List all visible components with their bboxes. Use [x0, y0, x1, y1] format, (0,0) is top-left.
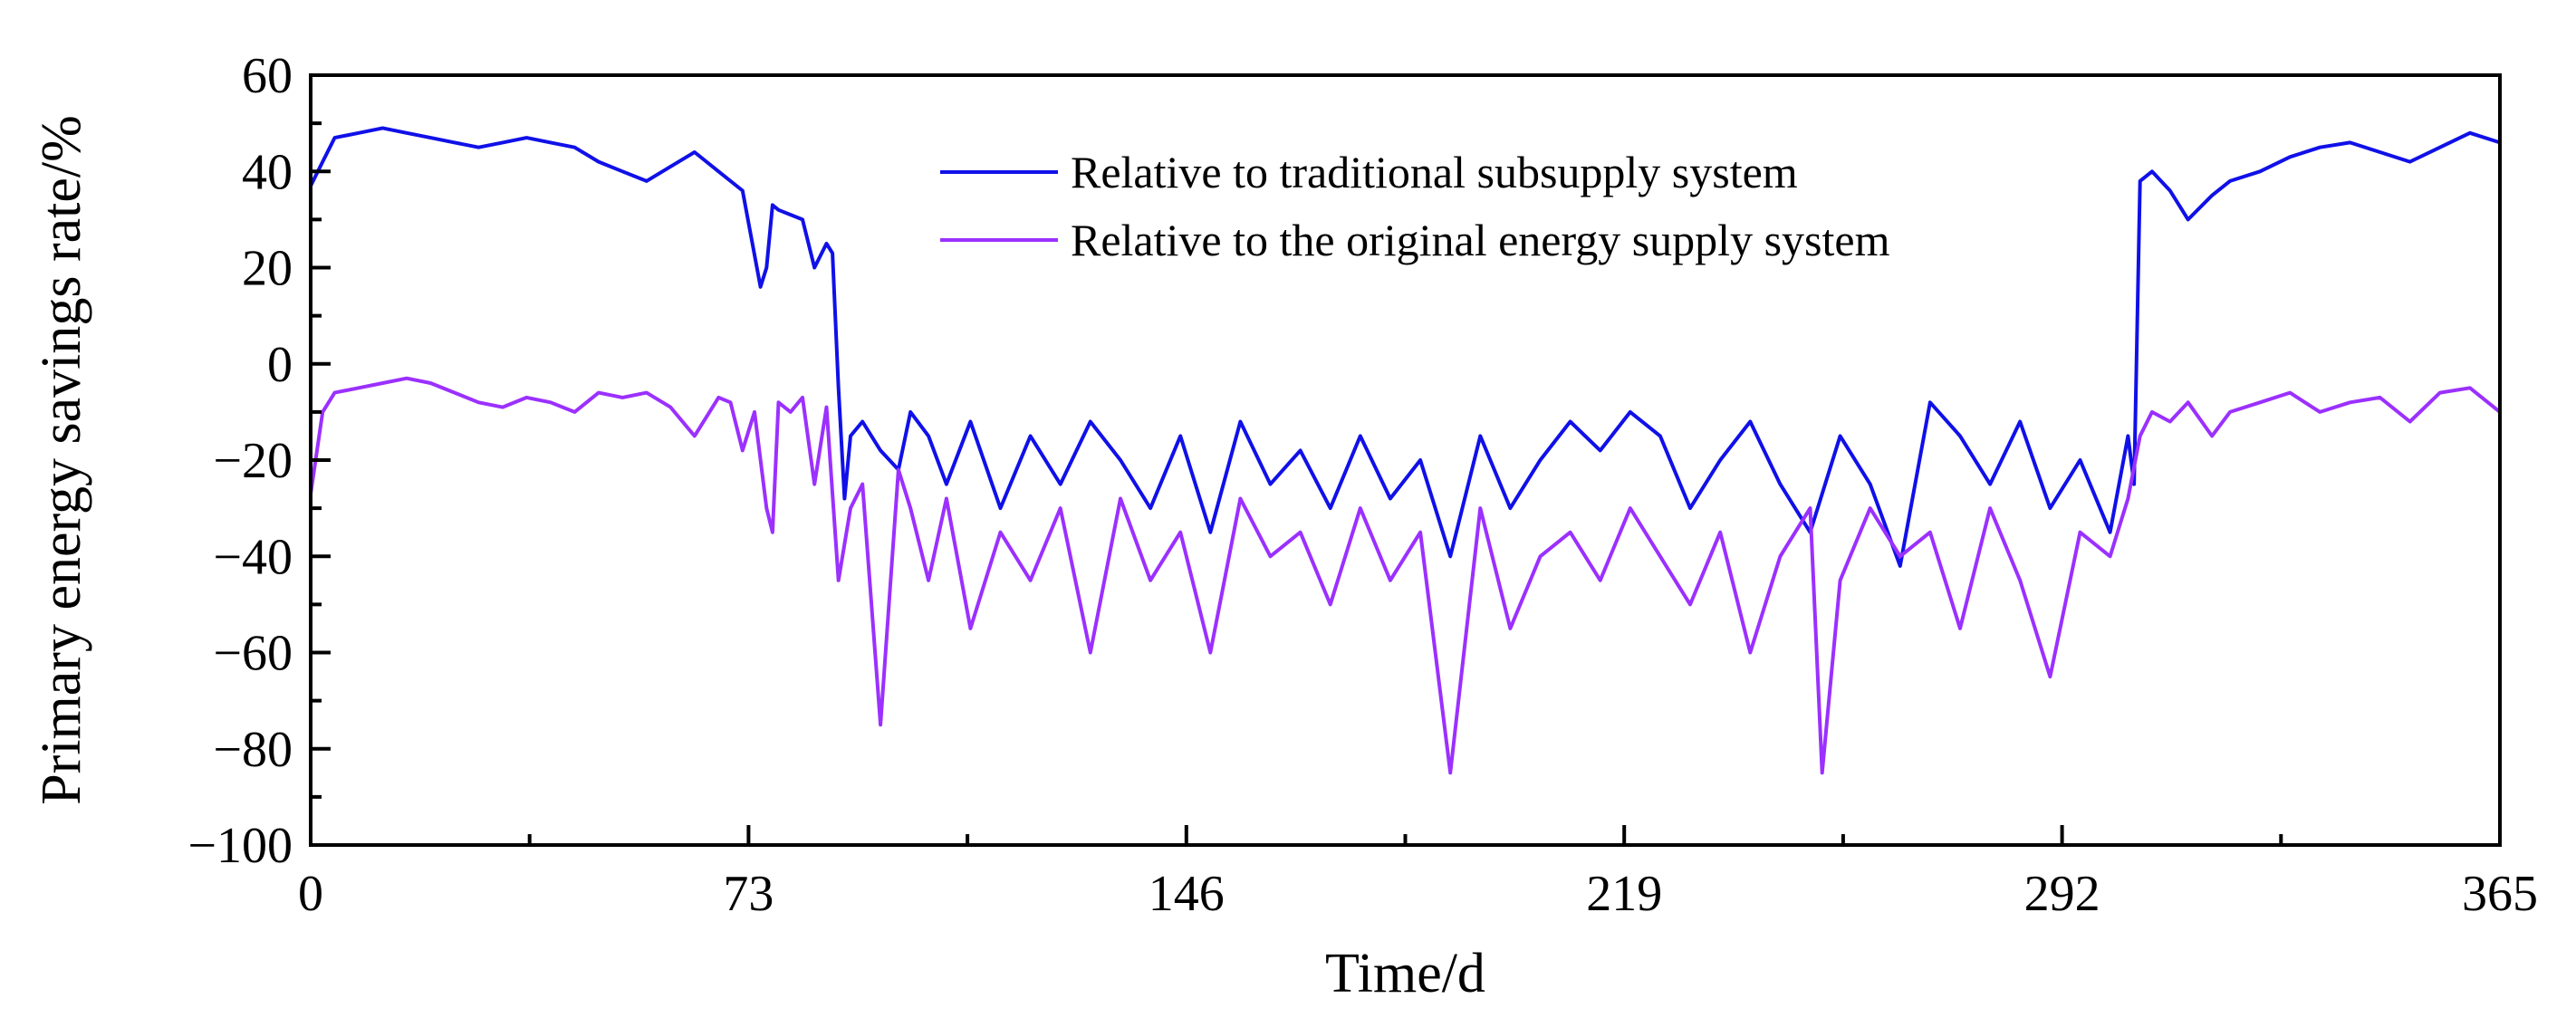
plot-series [309, 126, 2502, 775]
series-line-1 [309, 126, 2501, 568]
y-tick-label: −60 [213, 626, 293, 682]
y-tick-label: 60 [242, 48, 293, 104]
y-tick-label: 40 [242, 144, 293, 200]
x-tick-label: 292 [2024, 866, 2100, 922]
x-axis-title: Time/d [1325, 943, 1485, 1004]
y-tick-label: 20 [242, 241, 293, 297]
legend-label-2: Relative to the original energy supply s… [1071, 215, 1890, 265]
y-tick-label: −100 [187, 818, 293, 874]
series-line-2 [309, 376, 2502, 775]
x-axis: 0 73 146 219 292 365 [298, 825, 2538, 922]
x-tick-label: 219 [1586, 866, 1662, 922]
y-axis: 60 40 20 0 −20 −40 −60 −80 −100 [187, 48, 331, 874]
x-tick-label: 146 [1149, 866, 1225, 922]
y-tick-label: −80 [213, 722, 293, 778]
y-tick-label: 0 [267, 337, 293, 393]
y-tick-label: −40 [213, 529, 293, 585]
x-tick-label: 365 [2462, 866, 2538, 922]
legend-label-1: Relative to traditional subsupply system [1071, 147, 1798, 197]
y-tick-label: −20 [213, 433, 293, 489]
y-axis-title: Primary energy savings rate/% [31, 115, 92, 805]
legend: Relative to traditional subsupply system… [940, 147, 1890, 265]
x-tick-label: 0 [298, 866, 323, 922]
x-tick-label: 73 [723, 866, 774, 922]
